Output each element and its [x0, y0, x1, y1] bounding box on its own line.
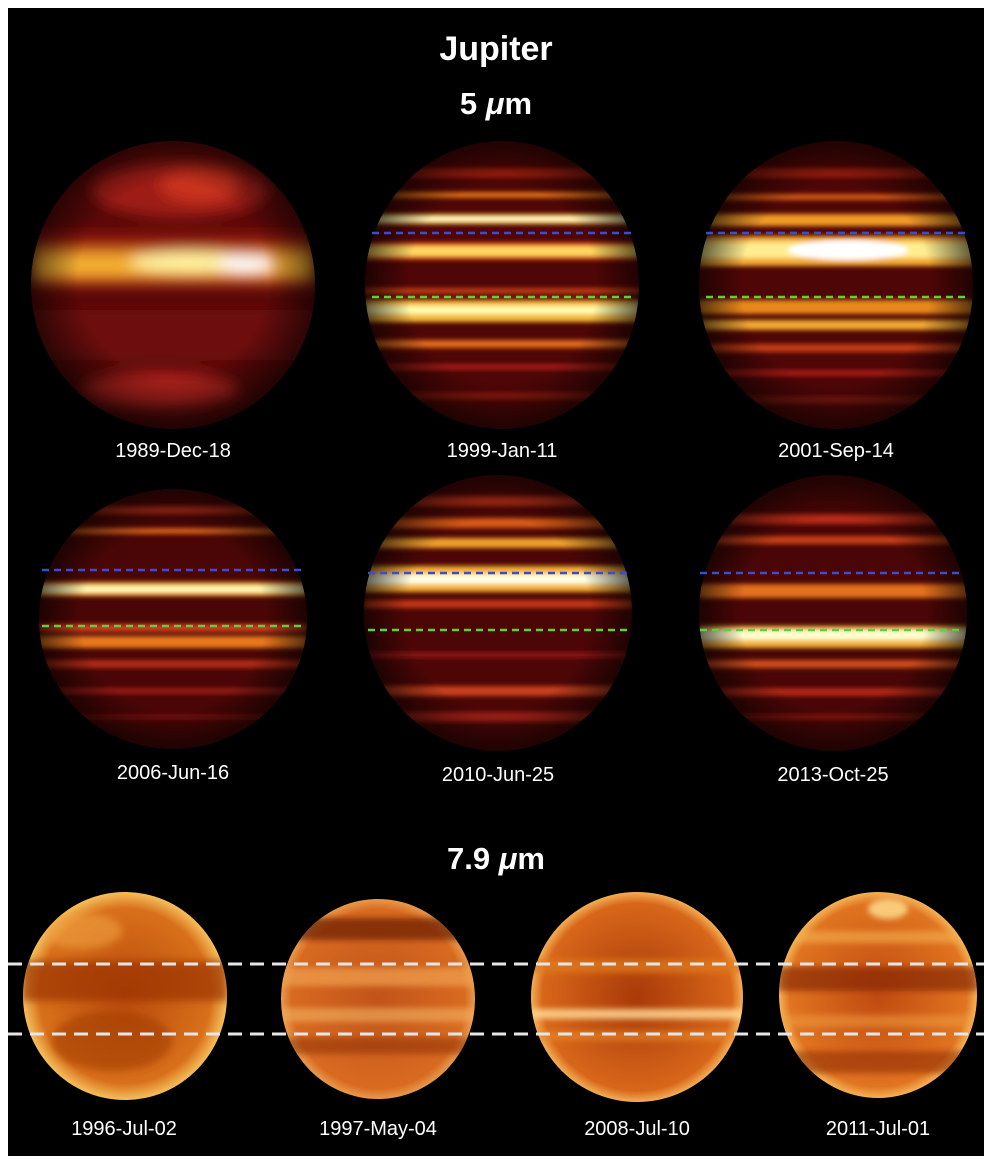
figure-title: Jupiter: [439, 30, 553, 68]
wavelength-value: 7.9: [446, 841, 491, 876]
jupiter-image-2013-oct-25: [698, 474, 968, 752]
date-label-1996-jul-02: 1996-Jul-02: [71, 1118, 177, 1140]
figure-frame: Jupiter 5 μm 7.9 μm: [8, 8, 984, 1156]
wavelength-heading-5um: 5 μm: [459, 86, 533, 121]
date-label-2013-oct-25: 2013-Oct-25: [777, 764, 889, 786]
wavelength-unit: m: [504, 86, 533, 121]
wavelength-value: 5: [459, 86, 478, 121]
jupiter-image-1996-jul-02: [22, 891, 228, 1101]
jupiter-image-2001-sep-14: [698, 140, 974, 430]
wavelength-unit: m: [517, 841, 545, 876]
jupiter-image-2010-jun-25: [363, 474, 633, 752]
date-label-2011-jul-01: 2011-Jul-01: [825, 1118, 931, 1140]
date-label-2008-jul-10: 2008-Jul-10: [584, 1118, 690, 1140]
jupiter-image-2011-jul-01: [778, 891, 978, 1099]
jupiter-image-1989-dec-18: [30, 140, 316, 430]
date-label-2006-jun-16: 2006-Jun-16: [116, 762, 230, 784]
jupiter-image-2008-jul-10: [530, 891, 744, 1103]
date-label-2001-sep-14: 2001-Sep-14: [778, 440, 894, 462]
jupiter-image-2006-jun-16: [38, 488, 308, 750]
jupiter-image-1999-jan-11: [364, 140, 640, 430]
wavelength-heading-7-9um: 7.9 μm: [446, 841, 545, 876]
date-label-1989-dec-18: 1989-Dec-18: [115, 440, 231, 462]
jupiter-image-1997-may-04: [280, 898, 476, 1100]
date-label-1999-jan-11: 1999-Jan-11: [446, 440, 558, 462]
date-label-1997-may-04: 1997-May-04: [319, 1118, 437, 1140]
date-label-2010-jun-25: 2010-Jun-25: [441, 764, 555, 786]
